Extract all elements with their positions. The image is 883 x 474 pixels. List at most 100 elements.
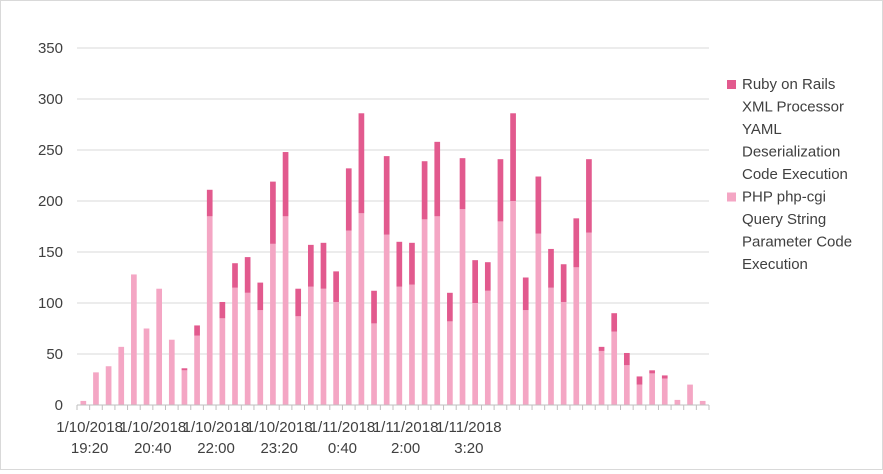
bar-segment-ruby-on-rails — [295, 288, 302, 317]
bar-segment-ruby-on-rails — [535, 176, 542, 234]
bar-segment-ruby-on-rails — [219, 301, 226, 319]
x-tick-label: 22:00 — [197, 440, 235, 457]
bar-segment-php-cgi — [396, 286, 403, 405]
legend-label: Ruby on Rails XML Processor YAML Deserializ… — [742, 76, 848, 183]
legend-swatch — [727, 80, 736, 89]
bar-segment-php-cgi — [295, 316, 302, 405]
bar-segment-php-cgi — [522, 310, 529, 405]
bar-segment-ruby-on-rails — [371, 290, 377, 324]
bar-segment-php-cgi — [194, 335, 200, 405]
bar-segment-php-cgi — [131, 274, 137, 405]
bar-segment-php-cgi — [484, 290, 491, 405]
x-tick-label: 3:20 — [454, 440, 483, 457]
bar-segment-php-cgi — [434, 216, 441, 405]
x-tick-label: 1/11/2018 — [373, 419, 439, 436]
x-tick-label: 1/10/2018 — [246, 419, 313, 436]
y-tick-label: 50 — [46, 346, 63, 363]
bar-segment-ruby-on-rails — [383, 156, 390, 235]
bar-segment-ruby-on-rails — [307, 244, 314, 287]
bar-segment-ruby-on-rails — [484, 262, 491, 291]
bar-segment-php-cgi — [181, 370, 188, 405]
x-tick-label: 1/10/2018 — [56, 419, 123, 436]
bar-segment-ruby-on-rails — [636, 376, 643, 385]
gridlines — [77, 47, 709, 355]
x-tick-label: 1/10/2018 — [119, 419, 186, 436]
bar-segment-ruby-on-rails — [522, 277, 529, 311]
bar-segment-ruby-on-rails — [409, 242, 415, 285]
bar-segment-ruby-on-rails — [333, 271, 339, 302]
bar-segment-ruby-on-rails — [661, 375, 668, 379]
bar-segment-php-cgi — [156, 288, 163, 405]
bar-segment-php-cgi — [611, 331, 618, 405]
bar-segment-php-cgi — [358, 213, 365, 405]
y-tick-label: 300 — [38, 91, 63, 108]
bars — [80, 113, 706, 405]
bar-segment-php-cgi — [598, 350, 605, 405]
bar-segment-ruby-on-rails — [232, 263, 238, 288]
x-axis: 1/10/2018 19:20 1/10/2018 20:40 1/10/2018 22:… — [56, 404, 710, 457]
bar-segment-php-cgi — [636, 384, 643, 405]
legend: Ruby on Rails XML Processor YAML Deserializ… — [727, 76, 852, 273]
x-tick-label: 2:00 — [391, 440, 420, 457]
bar-segment-php-cgi — [447, 321, 453, 405]
bar-segment-php-cgi — [497, 221, 504, 405]
y-tick-label: 350 — [38, 40, 63, 57]
bar-segment-php-cgi — [168, 339, 175, 405]
bar-segment-ruby-on-rails — [396, 241, 403, 287]
bar-segment-php-cgi — [623, 365, 630, 405]
bar-segment-php-cgi — [510, 201, 516, 405]
bar-segment-php-cgi — [421, 219, 428, 405]
bar-segment-php-cgi — [548, 287, 554, 405]
bar-segment-php-cgi — [371, 323, 377, 405]
bar-segment-ruby-on-rails — [586, 159, 592, 233]
bar-segment-ruby-on-rails — [244, 257, 251, 293]
bar-segment-php-cgi — [143, 328, 150, 405]
bar-segment-php-cgi — [257, 310, 264, 405]
x-tick-label: 23:20 — [260, 440, 298, 457]
bar-segment-php-cgi — [687, 384, 693, 405]
bar-segment-ruby-on-rails — [649, 370, 655, 374]
bar-segment-ruby-on-rails — [459, 158, 466, 210]
bar-segment-php-cgi — [674, 399, 681, 405]
bar-segment-ruby-on-rails — [447, 292, 453, 322]
x-tick-label: 19:20 — [71, 440, 109, 457]
x-tick-label: 1/10/2018 — [183, 419, 250, 436]
legend-label: PHP php-cgi Query String Parameter Code Exe… — [742, 189, 852, 274]
bar-segment-ruby-on-rails — [257, 282, 264, 311]
bar-segment-ruby-on-rails — [434, 141, 441, 217]
bar-segment-ruby-on-rails — [472, 260, 479, 303]
bar-segment-php-cgi — [560, 301, 567, 405]
bar-segment-ruby-on-rails — [560, 264, 567, 302]
x-tick-label: 20:40 — [134, 440, 172, 457]
bar-segment-php-cgi — [320, 288, 327, 405]
legend-swatch — [727, 192, 736, 202]
y-tick-label: 200 — [38, 193, 63, 210]
bar-segment-ruby-on-rails — [611, 313, 618, 332]
y-tick-label: 0 — [55, 397, 63, 414]
x-tick-label: 1/11/2018 — [436, 419, 502, 436]
bar-segment-php-cgi — [661, 378, 668, 405]
bar-segment-php-cgi — [459, 209, 466, 405]
bar-segment-php-cgi — [232, 287, 238, 405]
bar-segment-php-cgi — [649, 373, 655, 405]
bar-segment-ruby-on-rails — [282, 152, 289, 217]
bar-segment-php-cgi — [270, 243, 276, 405]
bar-segment-ruby-on-rails — [497, 159, 504, 222]
y-tick-label: 250 — [38, 142, 63, 159]
bar-segment-php-cgi — [333, 301, 339, 405]
bar-segment-php-cgi — [699, 400, 706, 405]
bar-segment-php-cgi — [93, 372, 99, 405]
y-axis: 0 50 100 150 200 250 300 350 — [38, 40, 63, 414]
bar-segment-ruby-on-rails — [270, 181, 276, 244]
x-tick-label: 0:40 — [328, 440, 357, 457]
bar-segment-ruby-on-rails — [345, 168, 352, 231]
bar-segment-ruby-on-rails — [573, 218, 580, 268]
bar-segment-ruby-on-rails — [206, 189, 213, 217]
bar-segment-php-cgi — [586, 232, 592, 405]
bar-segment-php-cgi — [206, 216, 213, 405]
bar-segment-php-cgi — [282, 216, 289, 405]
bar-segment-ruby-on-rails — [358, 113, 365, 214]
bar-segment-ruby-on-rails — [194, 325, 200, 336]
